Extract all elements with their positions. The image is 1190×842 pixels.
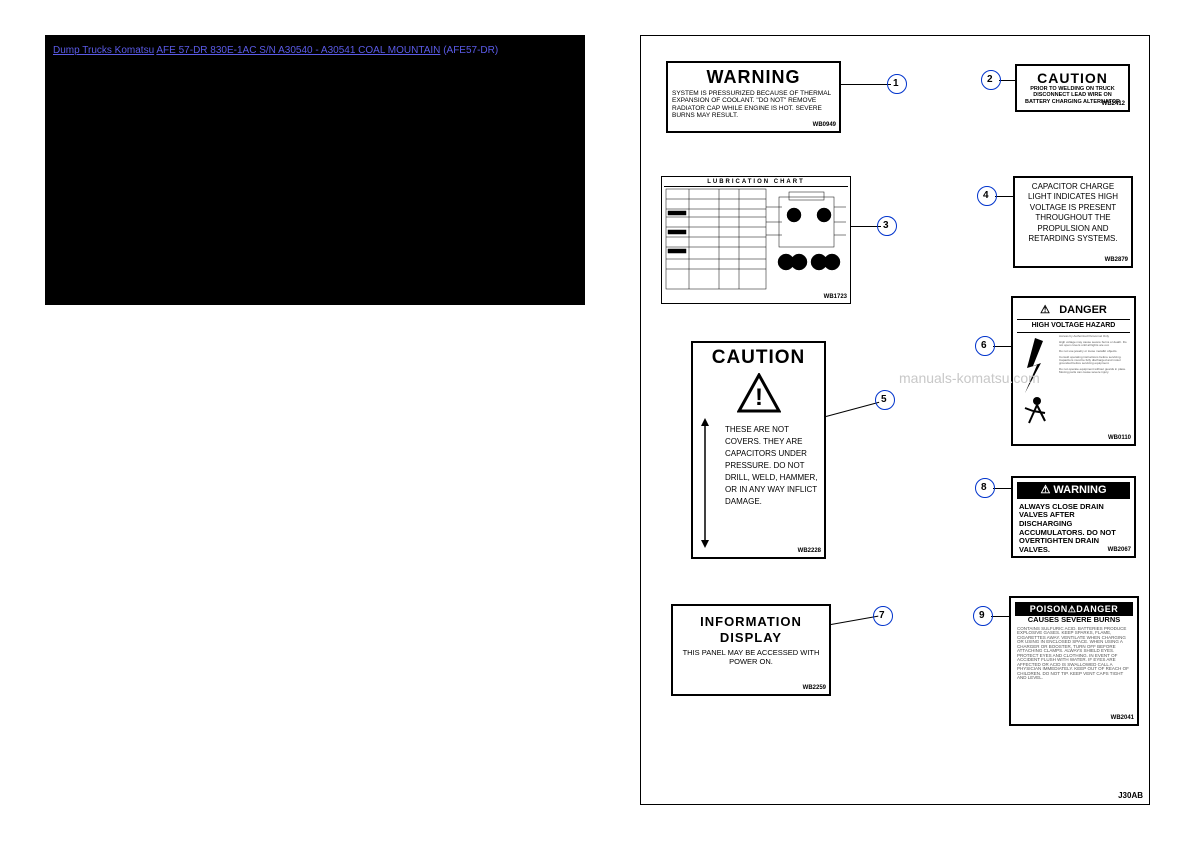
label-caution-welding: CAUTION PRIOR TO WELDING ON TRUCK DISCON… [1015, 64, 1130, 112]
label-title: CAUTION [1021, 70, 1124, 86]
label-body: CAPACITOR CHARGE LIGHT INDICATES HIGH VO… [1019, 182, 1127, 244]
label-caution-capacitors: CAUTION ! THESE ARE NOT COVERS. THEY ARE… [691, 341, 826, 559]
label-header: ⚠ WARNING [1017, 482, 1130, 499]
label-header: ⚠ DANGER [1017, 302, 1130, 320]
callout-8: 8 [981, 482, 987, 493]
label-code: WB0949 [813, 122, 836, 129]
breadcrumb: Dump Trucks Komatsu AFE 57-DR 830E-1AC S… [45, 35, 585, 66]
callout-5: 5 [881, 394, 887, 405]
callout-3: 3 [883, 220, 889, 231]
leader-line [993, 488, 1011, 489]
label-information-display: INFORMATIONDISPLAY THIS PANEL MAY BE ACC… [671, 604, 831, 696]
leader-line [826, 402, 879, 417]
lubrication-chart-graphic [664, 187, 850, 299]
leader-line [841, 84, 891, 85]
label-body: THIS PANEL MAY BE ACCESSED WITH POWER ON… [677, 649, 825, 666]
label-code: WB2041 [1111, 715, 1134, 722]
label-title: WARNING [672, 67, 835, 88]
callout-2: 2 [987, 74, 993, 85]
label-code: WB0110 [1108, 435, 1131, 442]
leader-line [999, 80, 1015, 81]
label-title: INFORMATIONDISPLAY [677, 614, 825, 645]
callout-4: 4 [983, 190, 989, 201]
label-title: CAUTION [697, 347, 820, 369]
callout-1: 1 [893, 78, 899, 89]
left-black-panel: Dump Trucks Komatsu AFE 57-DR 830E-1AC S… [45, 35, 585, 305]
leader-line [831, 616, 878, 625]
label-capacitor-charge: CAPACITOR CHARGE LIGHT INDICATES HIGH VO… [1013, 176, 1133, 268]
label-code: WB2259 [803, 685, 826, 692]
callout-6: 6 [981, 340, 987, 351]
callout-7: 7 [879, 610, 885, 621]
label-code: WB2412 [1102, 101, 1125, 108]
label-code: WB2879 [1105, 257, 1128, 264]
diagram-page: WARNING SYSTEM IS PRESSURIZED BECAUSE OF… [640, 35, 1150, 805]
label-danger-high-voltage: ⚠ DANGER HIGH VOLTAGE HAZARD Access by A… [1011, 296, 1136, 446]
svg-text:!: ! [755, 384, 763, 411]
leader-line [993, 346, 1011, 347]
breadcrumb-link-1[interactable]: Dump Trucks Komatsu [53, 45, 154, 56]
breadcrumb-suffix: (AFE57-DR) [443, 45, 498, 56]
shock-hazard-icon [1017, 333, 1057, 438]
breadcrumb-link-2[interactable]: AFE 57-DR 830E-1AC S/N A30540 - A30541 C… [156, 45, 440, 56]
label-warning-drain-valves: ⚠ WARNING ALWAYS CLOSE DRAIN VALVES AFTE… [1011, 476, 1136, 558]
page-code: J30AB [1118, 791, 1143, 800]
label-body-fine-print: CONTAINS SULFURIC ACID. BATTERIES PRODUC… [1015, 625, 1133, 683]
label-lubrication-chart: LUBRICATION CHART [661, 176, 851, 304]
label-subheader: HIGH VOLTAGE HAZARD [1017, 320, 1130, 333]
label-poison-danger: POISON⚠DANGER CAUSES SEVERE BURNS CONTAI… [1009, 596, 1139, 726]
leader-line [995, 196, 1013, 197]
label-code: WB2228 [798, 548, 821, 555]
label-body-fine-print: Access by Authorized Personnel OnlyHigh … [1057, 333, 1130, 438]
leader-line [991, 616, 1009, 617]
callout-9: 9 [979, 610, 985, 621]
label-code: WB1723 [824, 294, 847, 301]
label-warning-coolant: WARNING SYSTEM IS PRESSURIZED BECAUSE OF… [666, 61, 841, 133]
label-subheader: CAUSES SEVERE BURNS [1015, 616, 1133, 625]
label-title: LUBRICATION CHART [664, 179, 848, 187]
warning-triangle-icon: ! [697, 373, 820, 416]
label-code: WB2067 [1108, 547, 1131, 554]
label-body: SYSTEM IS PRESSURIZED BECAUSE OF THERMAL… [672, 90, 835, 120]
label-header: POISON⚠DANGER [1015, 602, 1133, 616]
label-body: THESE ARE NOT COVERS. THEY ARE CAPACITOR… [697, 424, 820, 508]
arrow-icon [699, 418, 711, 548]
